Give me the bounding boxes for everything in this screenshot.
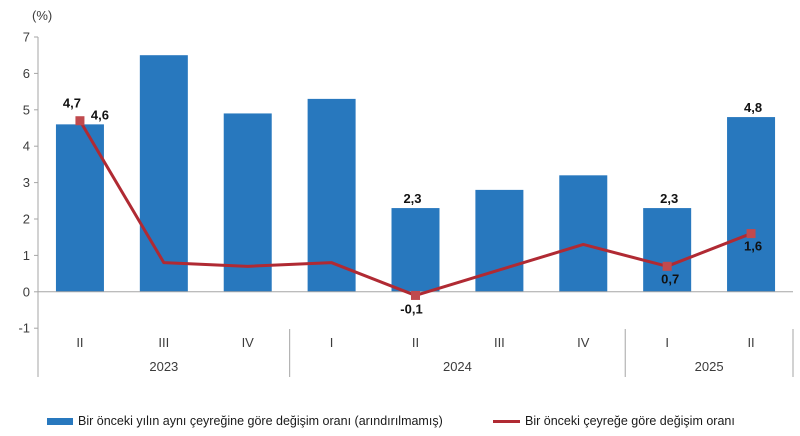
quarter-label: I [665,335,669,350]
line-data-label: -0,1 [400,301,422,316]
quarter-label: I [330,335,334,350]
y-tick-label: -1 [18,321,30,336]
y-tick-label: 3 [23,175,30,190]
bar-8 [727,117,776,292]
y-tick-label: 7 [23,30,30,45]
legend-item-bar-series: Bir önceki yılın aynı çeyreğine göre değ… [47,413,443,429]
quarter-label: II [747,335,754,350]
line-marker-4 [411,290,420,300]
line-data-label: 0,7 [661,271,679,286]
year-label: 2024 [443,359,472,374]
line-data-label: 1,6 [744,239,762,254]
quarter-label: III [158,335,169,350]
bar-series-legend-label: Bir önceki yılın aynı çeyreğine göre değ… [78,414,443,428]
bar-1 [139,55,188,292]
bar-3 [307,98,356,292]
line-data-label: 4,7 [63,96,81,111]
quarter-label: II [76,335,83,350]
line-series-legend-label: Bir önceki çeyreğe göre değişim oranı [525,414,735,428]
y-tick-label: 6 [23,66,30,81]
y-tick-label: 4 [23,139,30,154]
bar-series-swatch [47,417,73,425]
bar-data-label: 2,3 [660,191,678,206]
bar-data-label: 4,8 [744,100,762,115]
y-tick-label: 2 [23,212,30,227]
bar-7 [643,208,692,292]
year-label: 2023 [149,359,178,374]
y-tick-label: 0 [23,284,30,299]
line-marker-8 [746,229,756,239]
quarter-label: III [494,335,505,350]
bar-0 [55,124,104,292]
bar-data-label: 2,3 [403,191,421,206]
bar-2 [223,113,272,292]
line-marker-7 [662,261,672,271]
bar-6 [559,175,608,292]
year-label: 2025 [695,359,724,374]
bar-data-label: 4,6 [91,107,109,122]
quarter-label: II [412,335,419,350]
y-axis-unit-label: (%) [32,8,52,23]
quarter-label: IV [577,335,590,350]
bar-4 [391,208,440,292]
line-marker-0 [75,116,85,126]
y-tick-label: 5 [23,102,30,117]
y-tick-label: 1 [23,248,30,263]
quarter-label: IV [242,335,255,350]
legend-item-line-series: Bir önceki çeyreğe göre değişim oranı [493,413,735,429]
line-series-swatch [493,419,520,423]
